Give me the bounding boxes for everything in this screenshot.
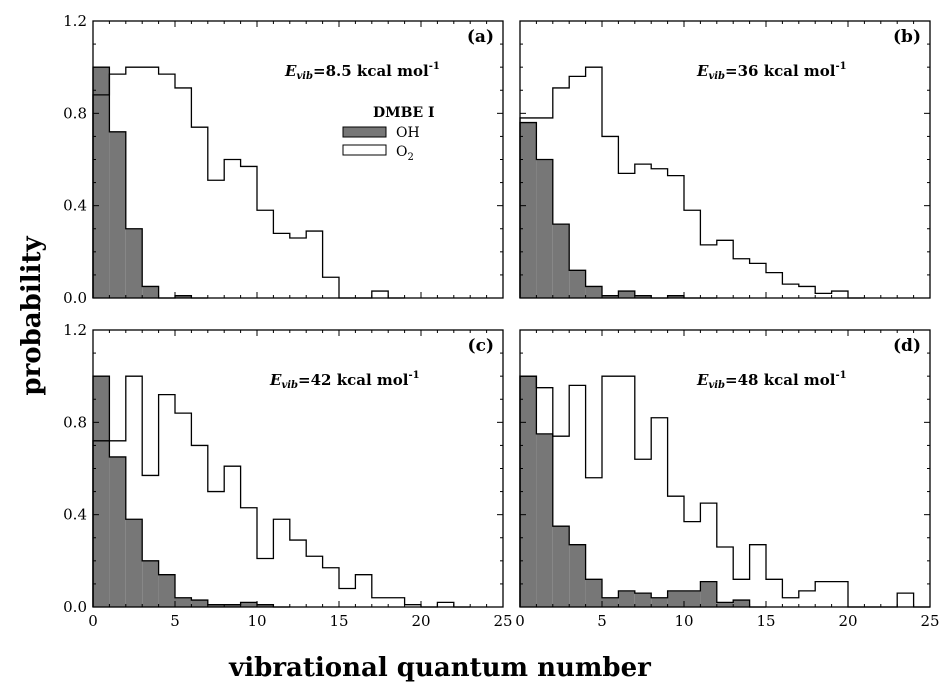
panel-b: (b) Evib=36 kcal mol-1 — [520, 21, 930, 298]
energy-label-main-a: E — [284, 62, 297, 80]
legend-title: DMBE I — [373, 105, 435, 121]
energy-label-sup-c: -1 — [408, 370, 419, 381]
energy-label-b: Evib=36 kcal mol-1 — [696, 61, 847, 82]
y-tick-label-c-0.8: 0.8 — [63, 413, 87, 431]
x-tick-label-d-5: 5 — [597, 612, 607, 630]
y-tick-label-c-0.4: 0.4 — [63, 506, 87, 524]
bar-oh-b-0 — [520, 123, 536, 298]
panel-label-c: (c) — [468, 336, 494, 356]
panel-a: 0.0 0.4 0.8 1.2 (a) Evib=8.5 kcal mol-1 — [63, 12, 503, 307]
energy-label-text-a: =8.5 kcal mol — [313, 62, 429, 80]
energy-label-sup-a: -1 — [429, 61, 440, 72]
panel-d: 0 5 10 15 20 25 (d) Evib=48 kcal mol-1 — [515, 330, 939, 630]
bar-oh-d-13 — [733, 600, 749, 607]
bar-oh-d-11 — [700, 582, 716, 607]
energy-label-d: Evib=48 kcal mol-1 — [696, 370, 847, 391]
energy-label-a: Evib=8.5 kcal mol-1 — [284, 61, 440, 82]
panel-label-d: (d) — [893, 336, 921, 356]
panel-label-a: (a) — [467, 27, 494, 47]
bar-oh-c-9 — [241, 602, 257, 607]
energy-label-sup-b: -1 — [835, 61, 846, 72]
bar-oh-c-1 — [109, 457, 125, 607]
energy-label-text-b: =36 kcal mol — [725, 62, 836, 80]
bar-oh-c-2 — [126, 519, 142, 607]
bar-oh-d-2 — [553, 526, 569, 607]
x-tick-label-d-10: 10 — [674, 612, 693, 630]
x-tick-label-d-20: 20 — [838, 612, 857, 630]
y-tick-label-a-0.4: 0.4 — [63, 197, 87, 215]
y-tick-label-c-0.0: 0.0 — [63, 598, 87, 616]
x-tick-label-c-25: 25 — [493, 612, 512, 630]
legend-swatch-oh — [343, 127, 386, 137]
bar-oh-b-2 — [553, 224, 569, 298]
bar-oh-d-7 — [635, 593, 651, 607]
x-tick-label-c-10: 10 — [247, 612, 266, 630]
bar-oh-b-1 — [536, 160, 552, 299]
y-tick-label-a-1.2: 1.2 — [63, 12, 87, 30]
y-tick-label-c-1.2: 1.2 — [63, 321, 87, 339]
bar-oh-c-5 — [175, 598, 191, 607]
energy-label-sub-c: vib — [281, 380, 298, 391]
energy-label-main-d: E — [696, 371, 709, 389]
bar-oh-d-8 — [651, 598, 667, 607]
x-tick-label-d-0: 0 — [515, 612, 525, 630]
x-axis-title: vibrational quantum number — [228, 653, 651, 683]
bar-oh-c-4 — [159, 575, 175, 607]
bar-oh-c-3 — [142, 561, 158, 607]
bar-oh-b-3 — [569, 270, 585, 298]
bar-oh-d-6 — [618, 591, 634, 607]
bar-oh-a-1 — [109, 132, 125, 298]
x-tick-label-d-25: 25 — [920, 612, 939, 630]
x-tick-label-c-5: 5 — [170, 612, 180, 630]
legend-label-oh: OH — [396, 125, 420, 141]
bar-oh-d-3 — [569, 545, 585, 607]
step-line-o2-b — [520, 67, 864, 298]
bar-oh-d-5 — [602, 598, 618, 607]
x-tick-label-c-15: 15 — [329, 612, 348, 630]
bar-oh-b-4 — [586, 286, 602, 298]
energy-label-sup-d: -1 — [835, 370, 846, 381]
bar-oh-c-6 — [191, 600, 207, 607]
energy-label-sub-a: vib — [296, 71, 313, 82]
y-tick-label-a-0.8: 0.8 — [63, 104, 87, 122]
x-tick-label-d-15: 15 — [756, 612, 775, 630]
legend-label-o2-sub: 2 — [407, 152, 413, 163]
energy-label-sub-d: vib — [708, 380, 725, 391]
energy-label-text-d: =48 kcal mol — [725, 371, 836, 389]
bar-oh-b-6 — [618, 291, 634, 298]
x-tick-label-c-20: 20 — [411, 612, 430, 630]
bar-oh-d-9 — [668, 591, 684, 607]
energy-label-sub-b: vib — [708, 71, 725, 82]
bar-oh-d-10 — [684, 591, 700, 607]
panel-frame-a — [93, 21, 503, 298]
bar-oh-a-3 — [142, 286, 158, 298]
x-tick-label-c-0: 0 — [88, 612, 98, 630]
legend-label-o2-main: O — [396, 144, 407, 160]
bar-oh-d-12 — [717, 602, 733, 607]
panel-label-b: (b) — [893, 27, 921, 47]
y-tick-label-a-0.0: 0.0 — [63, 289, 87, 307]
legend-label-o2: O2 — [396, 144, 414, 163]
energy-label-text-c: =42 kcal mol — [298, 371, 409, 389]
bar-oh-d-4 — [586, 579, 602, 607]
y-axis-title: probability — [17, 236, 47, 396]
panels: 0.00.40.81.2(a)Evib=8.5 kcal mol-1(b)Evi… — [63, 12, 939, 630]
panel-c: 0 5 10 15 20 25 0.0 0.4 0.8 1.2 (c) Evib=42 kcal mo… — [63, 321, 512, 630]
energy-label-main-b: E — [696, 62, 709, 80]
bar-oh-d-1 — [536, 434, 552, 607]
bar-oh-a-2 — [126, 229, 142, 298]
energy-label-c: Evib=42 kcal mol-1 — [269, 370, 420, 391]
legend: DMBE I OH O2 — [343, 105, 435, 163]
energy-label-main-c: E — [269, 371, 282, 389]
legend-swatch-o2 — [343, 145, 386, 155]
